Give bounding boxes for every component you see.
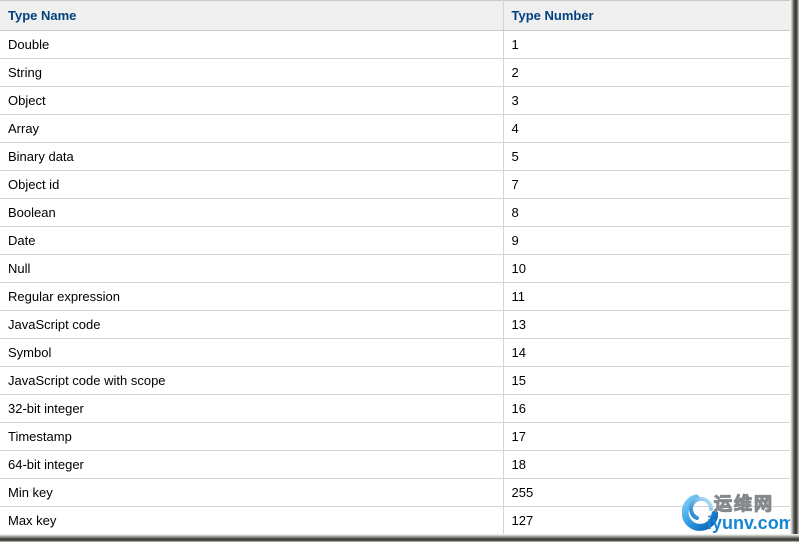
- table-row: Date 9: [0, 226, 790, 255]
- type-name-cell: 32-bit integer: [0, 394, 504, 423]
- type-name-cell: Object id: [0, 170, 504, 199]
- type-name-cell: Binary data: [0, 142, 504, 171]
- table-header-row: Type Name Type Number: [0, 0, 790, 31]
- type-number-cell: 3: [503, 86, 790, 115]
- type-number-cell: 17: [503, 422, 790, 451]
- type-name-cell: Array: [0, 114, 504, 143]
- table-row: 32-bit integer 16: [0, 394, 790, 423]
- table-body: Double 1 String 2 Object 3 Array 4 Binary data 5 O…: [0, 30, 790, 535]
- table-row: Regular expression 11: [0, 282, 790, 311]
- iyunv-watermark: 运维网 iyunv.com: [682, 487, 796, 539]
- type-number-cell: 10: [503, 254, 790, 283]
- table-row: Object 3: [0, 86, 790, 115]
- watermark-site-name: 运维网: [714, 494, 774, 515]
- type-number-cell: 9: [503, 226, 790, 255]
- type-name-cell: Timestamp: [0, 422, 504, 451]
- table-row: Binary data 5: [0, 142, 790, 171]
- type-name-cell: Regular expression: [0, 282, 504, 311]
- type-name-cell: Boolean: [0, 198, 504, 227]
- type-name-cell: JavaScript code with scope: [0, 366, 504, 395]
- table-row: Max key 127: [0, 506, 790, 535]
- type-number-cell: 5: [503, 142, 790, 171]
- table-row: Symbol 14: [0, 338, 790, 367]
- type-name-cell: Min key: [0, 478, 504, 507]
- type-name-cell: Object: [0, 86, 504, 115]
- type-number-cell: 1: [503, 30, 790, 59]
- type-number-cell: 15: [503, 366, 790, 395]
- table-row: String 2: [0, 58, 790, 87]
- table-row: Array 4: [0, 114, 790, 143]
- table-row: JavaScript code 13: [0, 310, 790, 339]
- type-number-cell: 14: [503, 338, 790, 367]
- table-row: 64-bit integer 18: [0, 450, 790, 479]
- type-name-cell: Double: [0, 30, 504, 59]
- table-row: Min key 255: [0, 478, 790, 507]
- bson-type-table: Type Name Type Number Double 1 String 2 Obje…: [0, 0, 790, 535]
- type-number-cell: 18: [503, 450, 790, 479]
- column-header-type-number: Type Number: [503, 0, 790, 31]
- table-row: JavaScript code with scope 15: [0, 366, 790, 395]
- type-name-cell: Null: [0, 254, 504, 283]
- table-row: Double 1: [0, 30, 790, 59]
- type-name-cell: String: [0, 58, 504, 87]
- table-row: Null 10: [0, 254, 790, 283]
- type-number-cell: 11: [503, 282, 790, 311]
- table-row: Timestamp 17: [0, 422, 790, 451]
- type-number-cell: 16: [503, 394, 790, 423]
- type-number-cell: 4: [503, 114, 790, 143]
- type-number-cell: 13: [503, 310, 790, 339]
- iyunv-swirl-logo-icon: [682, 494, 718, 531]
- type-name-cell: JavaScript code: [0, 310, 504, 339]
- window-edge-bottom: [0, 534, 799, 542]
- window-edge-right: [790, 0, 799, 542]
- column-header-type-name: Type Name: [0, 0, 504, 31]
- type-name-cell: Max key: [0, 506, 504, 535]
- type-number-cell: 2: [503, 58, 790, 87]
- table-row: Object id 7: [0, 170, 790, 199]
- watermark-site-domain: iyunv.com: [707, 513, 795, 533]
- type-name-cell: Symbol: [0, 338, 504, 367]
- type-number-cell: 8: [503, 198, 790, 227]
- type-name-cell: 64-bit integer: [0, 450, 504, 479]
- type-number-cell: 7: [503, 170, 790, 199]
- type-number-cell: 255: [503, 478, 790, 507]
- table-row: Boolean 8: [0, 198, 790, 227]
- type-name-cell: Date: [0, 226, 504, 255]
